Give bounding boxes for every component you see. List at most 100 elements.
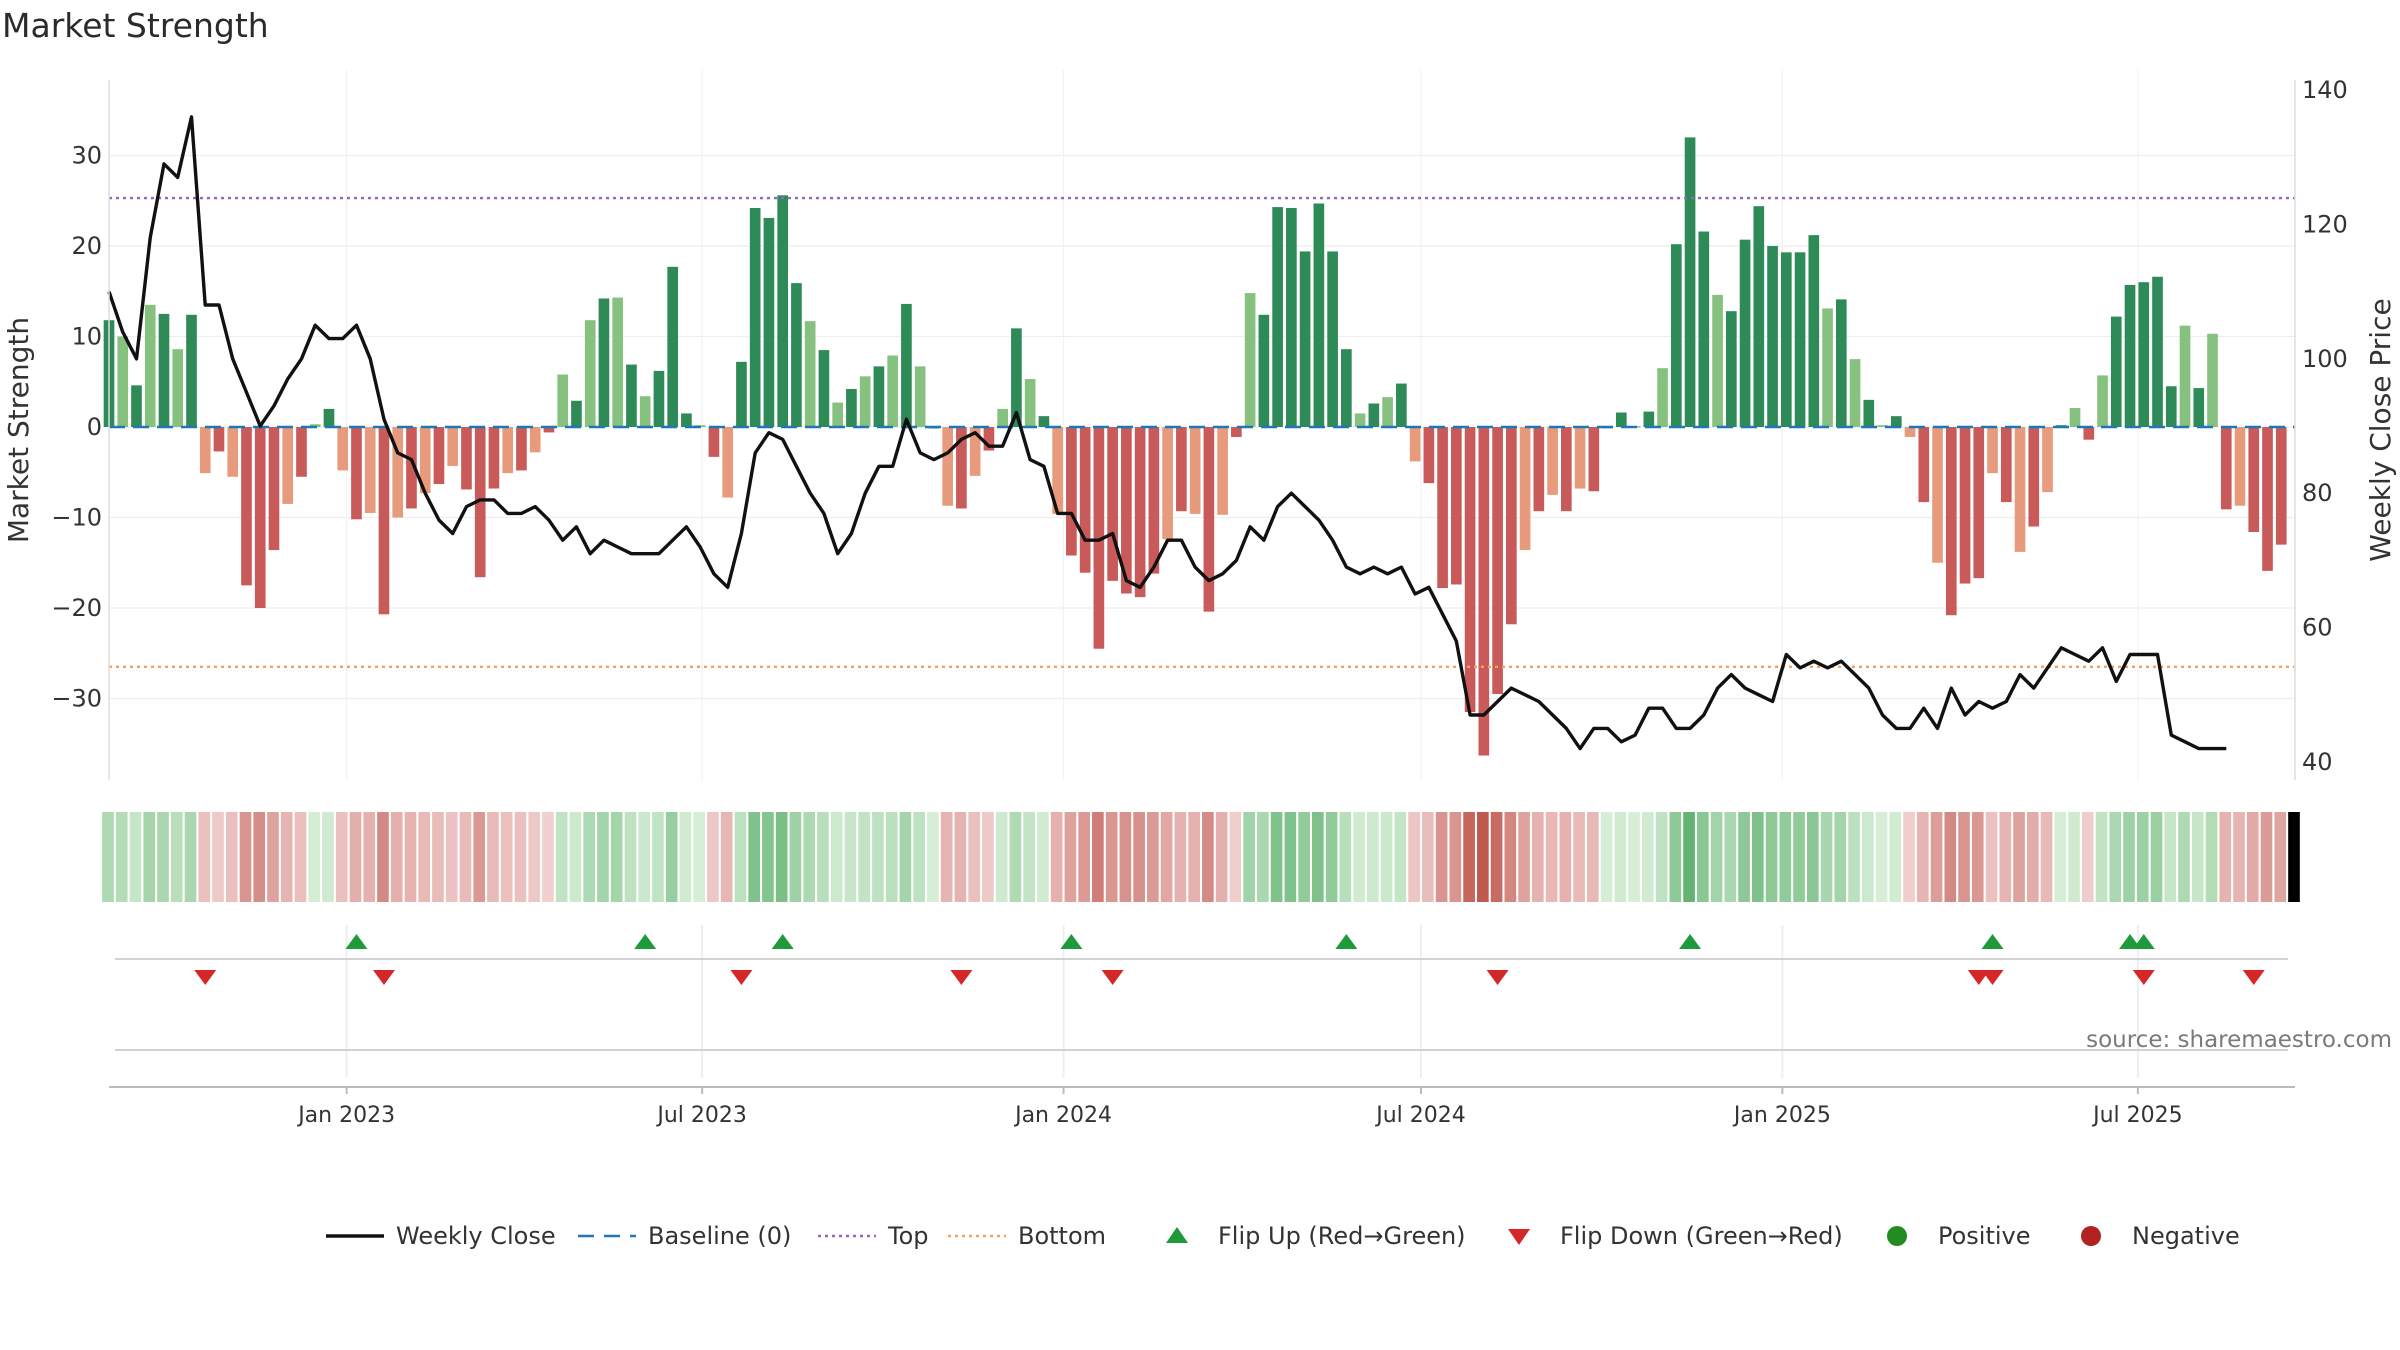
heat-cell <box>885 812 898 902</box>
heat-cell <box>1037 812 1049 902</box>
heat-cell <box>1861 812 1874 902</box>
strength-bar <box>364 427 376 513</box>
heat-cell <box>157 812 169 902</box>
strength-bar <box>282 427 294 504</box>
heat-cell <box>913 812 925 902</box>
strength-bar <box>1767 246 1778 427</box>
heat-cell <box>1477 812 1489 902</box>
strength-bar <box>309 424 321 427</box>
heat-cell <box>1586 812 1599 902</box>
strength-bar <box>887 355 898 427</box>
strength-bar <box>406 427 417 509</box>
flip-markers-panel <box>115 934 2288 1051</box>
heat-cell <box>1655 812 1668 902</box>
strength-bar <box>1451 427 1462 585</box>
strength-bar <box>708 427 720 457</box>
strength-bar <box>777 195 789 427</box>
heat-cell <box>2123 812 2135 902</box>
heat-cell <box>239 812 252 902</box>
legend-label: Weekly Close <box>396 1222 556 1250</box>
heat-cell <box>212 812 224 902</box>
heat-cell <box>445 812 458 902</box>
heat-cell <box>2081 812 2094 902</box>
legend-item-negative: Negative <box>2081 1222 2240 1250</box>
heat-cell <box>844 812 857 902</box>
y2-tick-label: 140 <box>2302 76 2348 104</box>
heat-cell <box>2233 812 2245 902</box>
strength-bar <box>1038 416 1050 427</box>
heat-cell <box>2109 812 2122 902</box>
strength-bar <box>1327 251 1338 427</box>
strength-bar <box>722 427 734 498</box>
strength-bar <box>598 298 610 427</box>
strength-bar <box>1217 427 1228 515</box>
strength-bar <box>1822 308 1833 427</box>
strength-bar <box>1588 427 1600 492</box>
strength-bar <box>2110 316 2122 427</box>
strength-bar <box>1849 359 1861 427</box>
heat-cell <box>940 812 953 902</box>
strength-bar <box>1794 252 1806 427</box>
heat-cell <box>1119 812 1132 902</box>
strength-bar <box>254 427 266 608</box>
y-tick-label: 20 <box>71 232 102 260</box>
flip-up-marker <box>1335 934 1358 949</box>
strength-bar <box>1808 235 1820 427</box>
heat-cell <box>624 812 637 902</box>
strength-bar <box>1739 239 1751 427</box>
heat-cell <box>308 812 321 902</box>
strength-bar <box>186 314 197 427</box>
heat-cell <box>1449 812 1462 902</box>
heat-cell <box>184 812 197 902</box>
strength-bar <box>1780 252 1792 427</box>
weekly-close-line <box>107 115 2227 751</box>
strength-bar <box>2028 427 2040 527</box>
heat-cell <box>803 812 816 902</box>
heat-cell <box>1504 812 1517 902</box>
flip-up-marker <box>345 934 368 949</box>
flip-down-marker <box>950 970 973 985</box>
heat-cell <box>198 812 211 902</box>
x-tick-label: Jan 2025 <box>1732 1103 1831 1128</box>
strength-bar <box>1712 294 1723 427</box>
heat-cell <box>954 812 967 902</box>
heat-cell <box>1023 812 1035 902</box>
strength-bar <box>1574 427 1586 489</box>
strength-bar <box>158 313 170 427</box>
strength-bar <box>351 427 362 520</box>
legend: Weekly Close Baseline (0) Top Bottom Flip Up… <box>326 1222 2240 1250</box>
legend-item-baseline: Baseline (0) <box>578 1222 791 1250</box>
legend-swatch <box>1887 1226 1907 1246</box>
strength-bar <box>2152 276 2163 427</box>
heat-cell <box>2178 812 2190 902</box>
heat-cell <box>1875 812 1888 902</box>
y-tick-label: 10 <box>71 323 102 351</box>
strength-bar <box>1162 427 1173 540</box>
heat-cell <box>748 812 761 902</box>
strength-bar <box>1286 207 1297 427</box>
y-tick-label: −10 <box>51 504 102 532</box>
heat-cell <box>349 812 362 902</box>
strength-bar <box>2042 427 2053 493</box>
heat-cell <box>1380 812 1393 902</box>
heat-cell <box>1614 812 1627 902</box>
strength-bar <box>1107 427 1118 581</box>
strength-bar <box>584 320 596 427</box>
strength-bar <box>1052 427 1063 514</box>
heat-cell <box>1325 812 1338 902</box>
heat-cell <box>734 812 747 902</box>
heat-cell <box>1696 812 1709 902</box>
source-label: source: sharemaestro.com <box>2086 1027 2392 1053</box>
heat-cell <box>1683 812 1695 902</box>
x-tick-label: Jan 2024 <box>1013 1103 1112 1128</box>
flip-down-marker <box>730 970 753 985</box>
heat-cell <box>1944 812 1957 902</box>
y2-tick-label: 120 <box>2302 210 2348 238</box>
heat-cell <box>1422 812 1434 902</box>
heat-cell <box>432 812 444 902</box>
flip-down-marker <box>2132 970 2155 985</box>
flip-down-marker <box>2242 970 2265 985</box>
strength-bar <box>2207 333 2218 427</box>
legend-label: Baseline (0) <box>648 1222 791 1250</box>
